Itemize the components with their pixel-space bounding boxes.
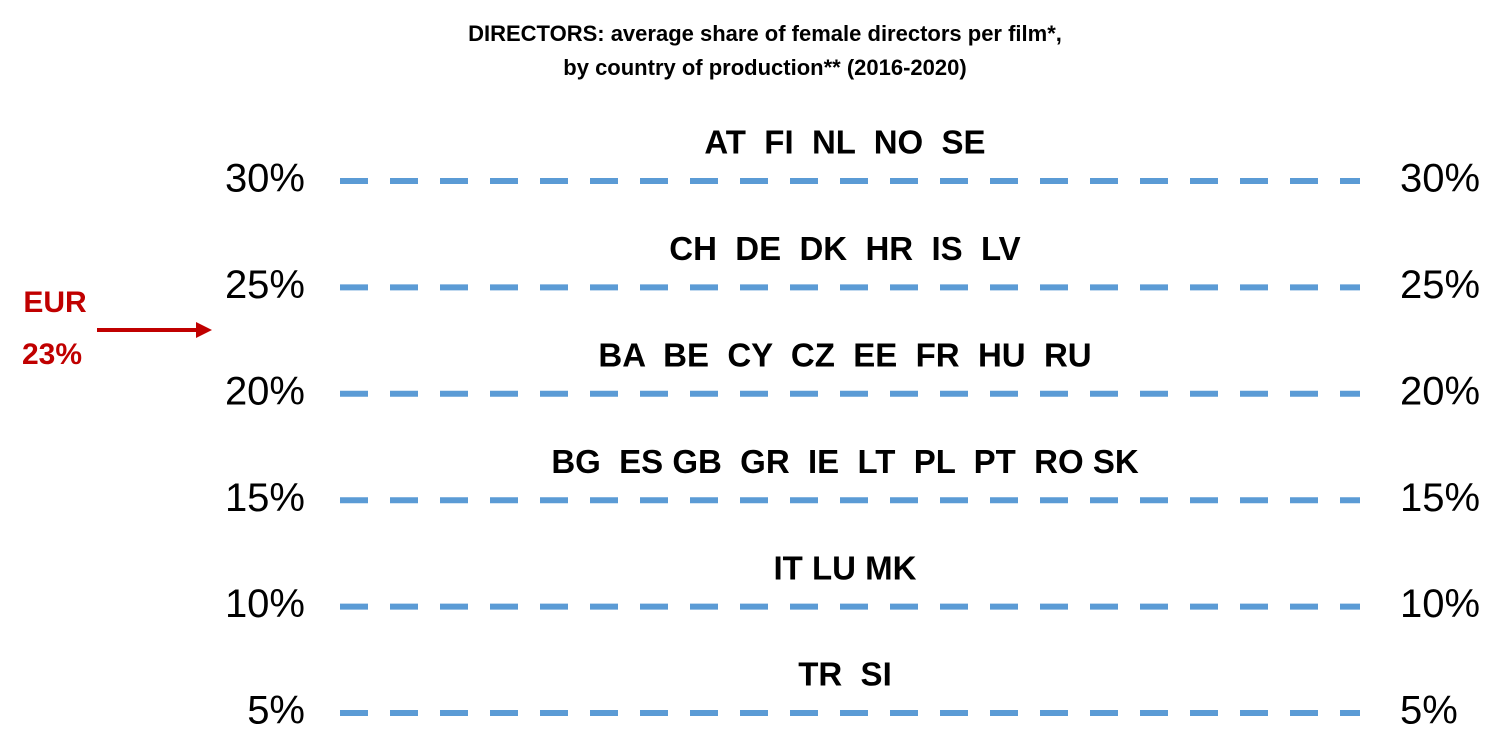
y2-tick-label: 5%	[1400, 689, 1458, 733]
country-group: BA BE CY CZ EE FR HU RU	[598, 337, 1091, 374]
country-group: IT LU MK	[774, 549, 917, 586]
y-tick-label: 5%	[247, 689, 305, 733]
country-group: TR SI	[798, 656, 892, 693]
marker-value-label: 23%	[22, 338, 82, 371]
y2-tick-label: 20%	[1400, 369, 1480, 413]
marker-arrowhead	[196, 321, 212, 338]
y-tick-label: 15%	[225, 476, 305, 520]
chart-subtitle: by country of production** (2016-2020)	[563, 55, 966, 80]
country-group: CH DE DK HR IS LV	[669, 230, 1020, 267]
y2-tick-label: 15%	[1400, 476, 1480, 520]
country-group: BG ES GB GR IE LT PL PT RO SK	[551, 443, 1139, 480]
y2-tick-label: 30%	[1400, 157, 1480, 201]
marker-label: EUR	[23, 286, 87, 319]
y-tick-label: 20%	[225, 369, 305, 413]
chart-title: DIRECTORS: average share of female direc…	[468, 21, 1062, 46]
y2-tick-label: 10%	[1400, 582, 1480, 626]
y-tick-label: 30%	[225, 157, 305, 201]
country-group: AT FI NL NO SE	[704, 124, 985, 161]
y-tick-label: 25%	[225, 263, 305, 307]
y-tick-label: 10%	[225, 582, 305, 626]
y2-tick-label: 25%	[1400, 263, 1480, 307]
